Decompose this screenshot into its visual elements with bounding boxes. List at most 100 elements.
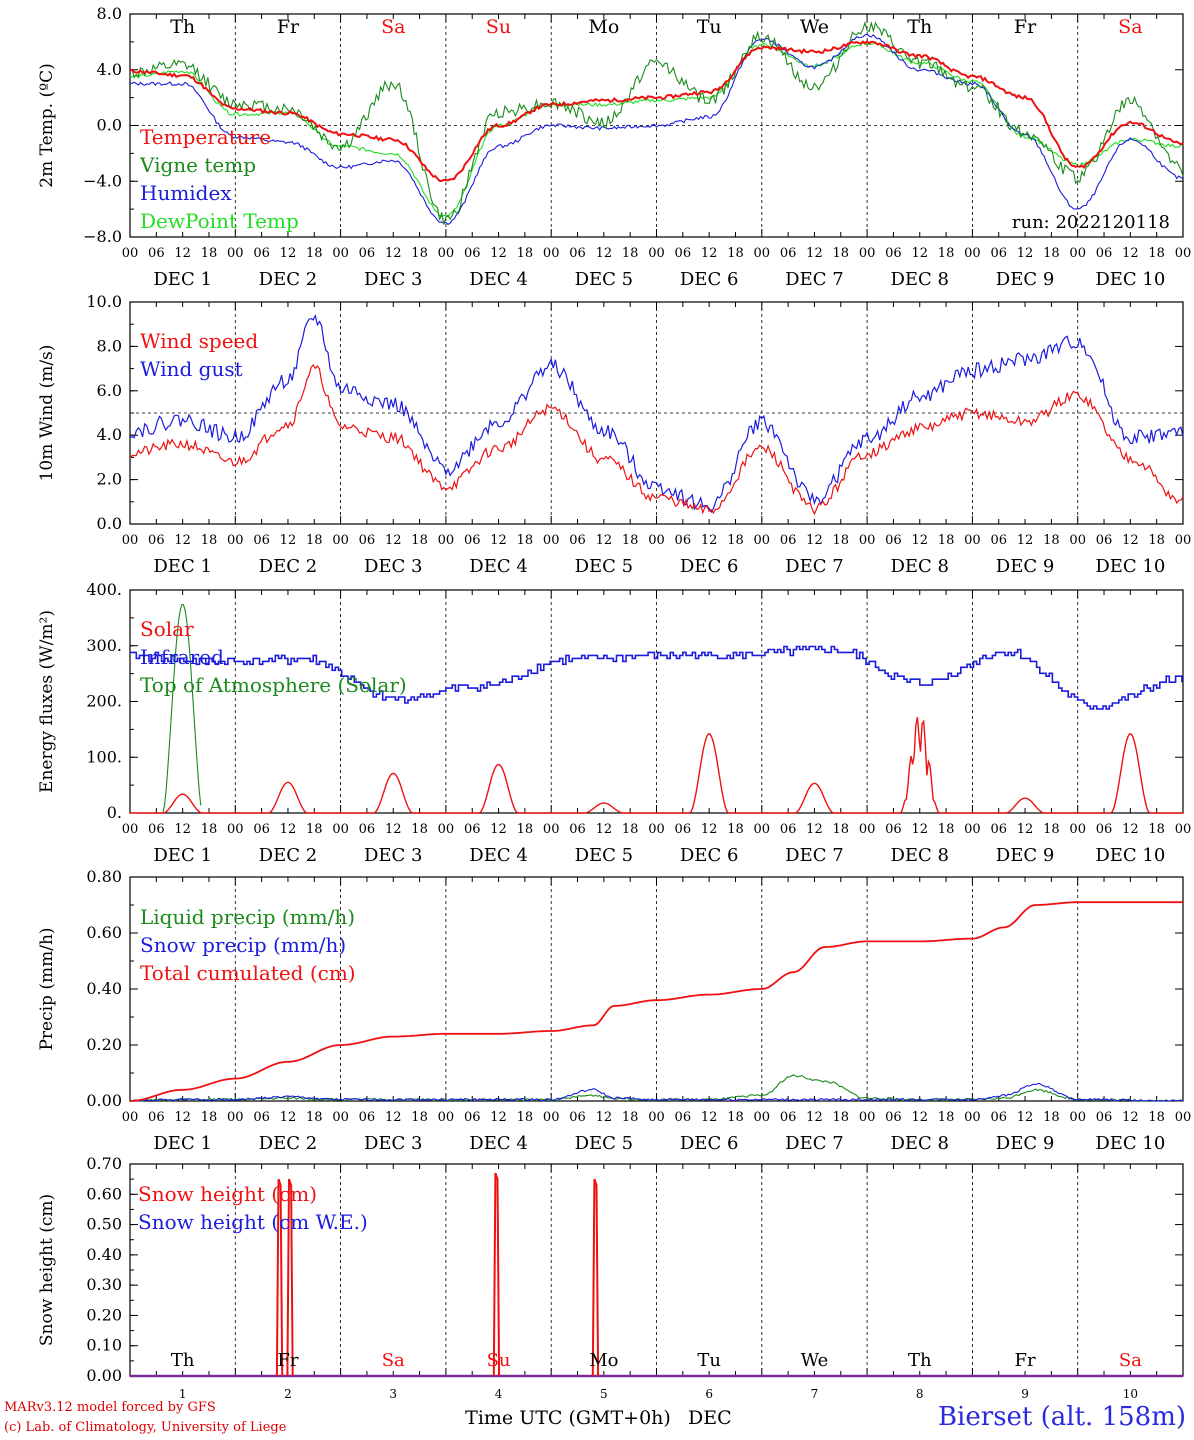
hour-tick-label: 06 <box>253 1110 270 1125</box>
hour-tick-label: 12 <box>1122 533 1139 548</box>
toa-solar-line <box>130 603 202 814</box>
wind-line-wind-speed <box>129 363 1184 516</box>
hour-tick-label: 18 <box>411 533 428 548</box>
hour-tick-label: 18 <box>411 1110 428 1125</box>
date-label: DEC 6 <box>680 556 739 577</box>
hour-tick-label: 18 <box>727 1110 744 1125</box>
hour-tick-label: 06 <box>675 1110 692 1125</box>
hour-tick-label: 12 <box>280 246 297 261</box>
solar-line <box>130 717 1183 814</box>
hour-tick-label: 00 <box>227 1110 244 1125</box>
hour-tick-label: 18 <box>306 533 323 548</box>
hour-tick-label: 00 <box>122 533 139 548</box>
day-name-label: Fr <box>1014 16 1037 38</box>
hour-tick-label: 18 <box>622 822 639 837</box>
hour-tick-label: 06 <box>675 533 692 548</box>
hour-tick-label: 06 <box>780 822 797 837</box>
day-number-label: 6 <box>705 1387 713 1401</box>
y-axis-label: Snow height (cm) <box>37 1194 57 1346</box>
hour-tick-label: 12 <box>596 533 613 548</box>
hour-tick-label: 06 <box>990 533 1007 548</box>
legend-label: DewPoint Temp <box>140 209 299 233</box>
hour-tick-label: 12 <box>490 1110 507 1125</box>
day-number-label: 10 <box>1123 1387 1138 1401</box>
snow-spike <box>492 1172 501 1377</box>
hour-tick-label: 12 <box>385 822 402 837</box>
y-tick-label: 8.0 <box>97 4 122 23</box>
date-label: DEC 2 <box>259 556 318 577</box>
y-tick-label: 0.00 <box>86 1091 122 1110</box>
date-label: DEC 4 <box>469 556 528 577</box>
date-label: DEC 9 <box>996 1133 1055 1154</box>
y-tick-label: 4.0 <box>97 425 122 444</box>
hour-tick-label: 06 <box>464 246 481 261</box>
hour-tick-label: 12 <box>1017 1110 1034 1125</box>
legend-label: Wind gust <box>140 357 243 381</box>
hour-tick-label: 00 <box>964 246 981 261</box>
hour-tick-label: 12 <box>806 822 823 837</box>
y-tick-label: 300. <box>86 636 122 655</box>
hour-tick-label: 06 <box>569 822 586 837</box>
hour-tick-label: 06 <box>148 246 165 261</box>
wind-line-wind-gust <box>129 313 1184 514</box>
hour-tick-label: 12 <box>385 1110 402 1125</box>
hour-tick-label: 12 <box>1017 533 1034 548</box>
y-tick-label: 0.00 <box>86 1366 122 1385</box>
date-label: DEC 2 <box>259 845 318 866</box>
hour-tick-label: 18 <box>938 822 955 837</box>
hour-tick-label: 00 <box>438 822 455 837</box>
hour-tick-label: 00 <box>648 1110 665 1125</box>
day-number-label: 8 <box>916 1387 924 1401</box>
hour-tick-label: 06 <box>253 533 270 548</box>
infrared-line <box>130 645 1183 710</box>
day-name-label: Tu <box>697 16 722 38</box>
hour-tick-label: 06 <box>1096 533 1113 548</box>
precip-line-2 <box>130 901 1183 1102</box>
y-tick-label: 0. <box>107 803 122 822</box>
day-name-label: We <box>801 1350 829 1371</box>
date-label: DEC 3 <box>364 556 423 577</box>
hour-tick-label: 18 <box>1043 1110 1060 1125</box>
hour-tick-label: 00 <box>227 246 244 261</box>
hour-tick-label: 18 <box>833 1110 850 1125</box>
date-label: DEC 4 <box>469 269 528 290</box>
y-tick-label: 0.0 <box>97 514 122 533</box>
x-axis-title: Time UTC (GMT+0h) <box>465 1407 671 1429</box>
date-label: DEC 3 <box>364 269 423 290</box>
date-label: DEC 10 <box>1095 845 1165 866</box>
hour-tick-label: 12 <box>806 533 823 548</box>
day-name-label: Fr <box>277 1350 298 1371</box>
hour-tick-label: 18 <box>938 533 955 548</box>
hour-tick-label: 06 <box>359 822 376 837</box>
day-number-label: 4 <box>495 1387 503 1401</box>
date-label: DEC 8 <box>890 845 949 866</box>
hour-tick-label: 12 <box>385 533 402 548</box>
hour-tick-label: 06 <box>464 533 481 548</box>
date-label: DEC 8 <box>890 1133 949 1154</box>
day-name-label: Tu <box>697 1350 721 1371</box>
hour-tick-label: 12 <box>701 1110 718 1125</box>
y-axis-label: 10m Wind (m/s) <box>37 345 57 482</box>
date-label: DEC 10 <box>1095 556 1165 577</box>
hour-tick-label: 00 <box>859 1110 876 1125</box>
legend-label: Snow precip (mm/h) <box>140 933 346 957</box>
hour-tick-label: 18 <box>517 822 534 837</box>
hour-tick-label: 12 <box>1122 822 1139 837</box>
day-name-label: Th <box>907 16 932 38</box>
hour-tick-label: 06 <box>675 246 692 261</box>
hour-tick-label: 00 <box>543 246 560 261</box>
date-label: DEC 5 <box>575 1133 634 1154</box>
hour-tick-label: 06 <box>780 1110 797 1125</box>
hour-tick-label: 00 <box>122 822 139 837</box>
legend-label: Humidex <box>140 181 232 205</box>
hour-tick-label: 06 <box>569 1110 586 1125</box>
day-number-label: 2 <box>284 1387 292 1401</box>
hour-tick-label: 18 <box>938 1110 955 1125</box>
hour-tick-label: 00 <box>438 246 455 261</box>
date-label: DEC 9 <box>996 556 1055 577</box>
hour-tick-label: 06 <box>990 822 1007 837</box>
date-label: DEC 2 <box>259 269 318 290</box>
y-tick-label: 8.0 <box>97 336 122 355</box>
hour-tick-label: 18 <box>622 533 639 548</box>
